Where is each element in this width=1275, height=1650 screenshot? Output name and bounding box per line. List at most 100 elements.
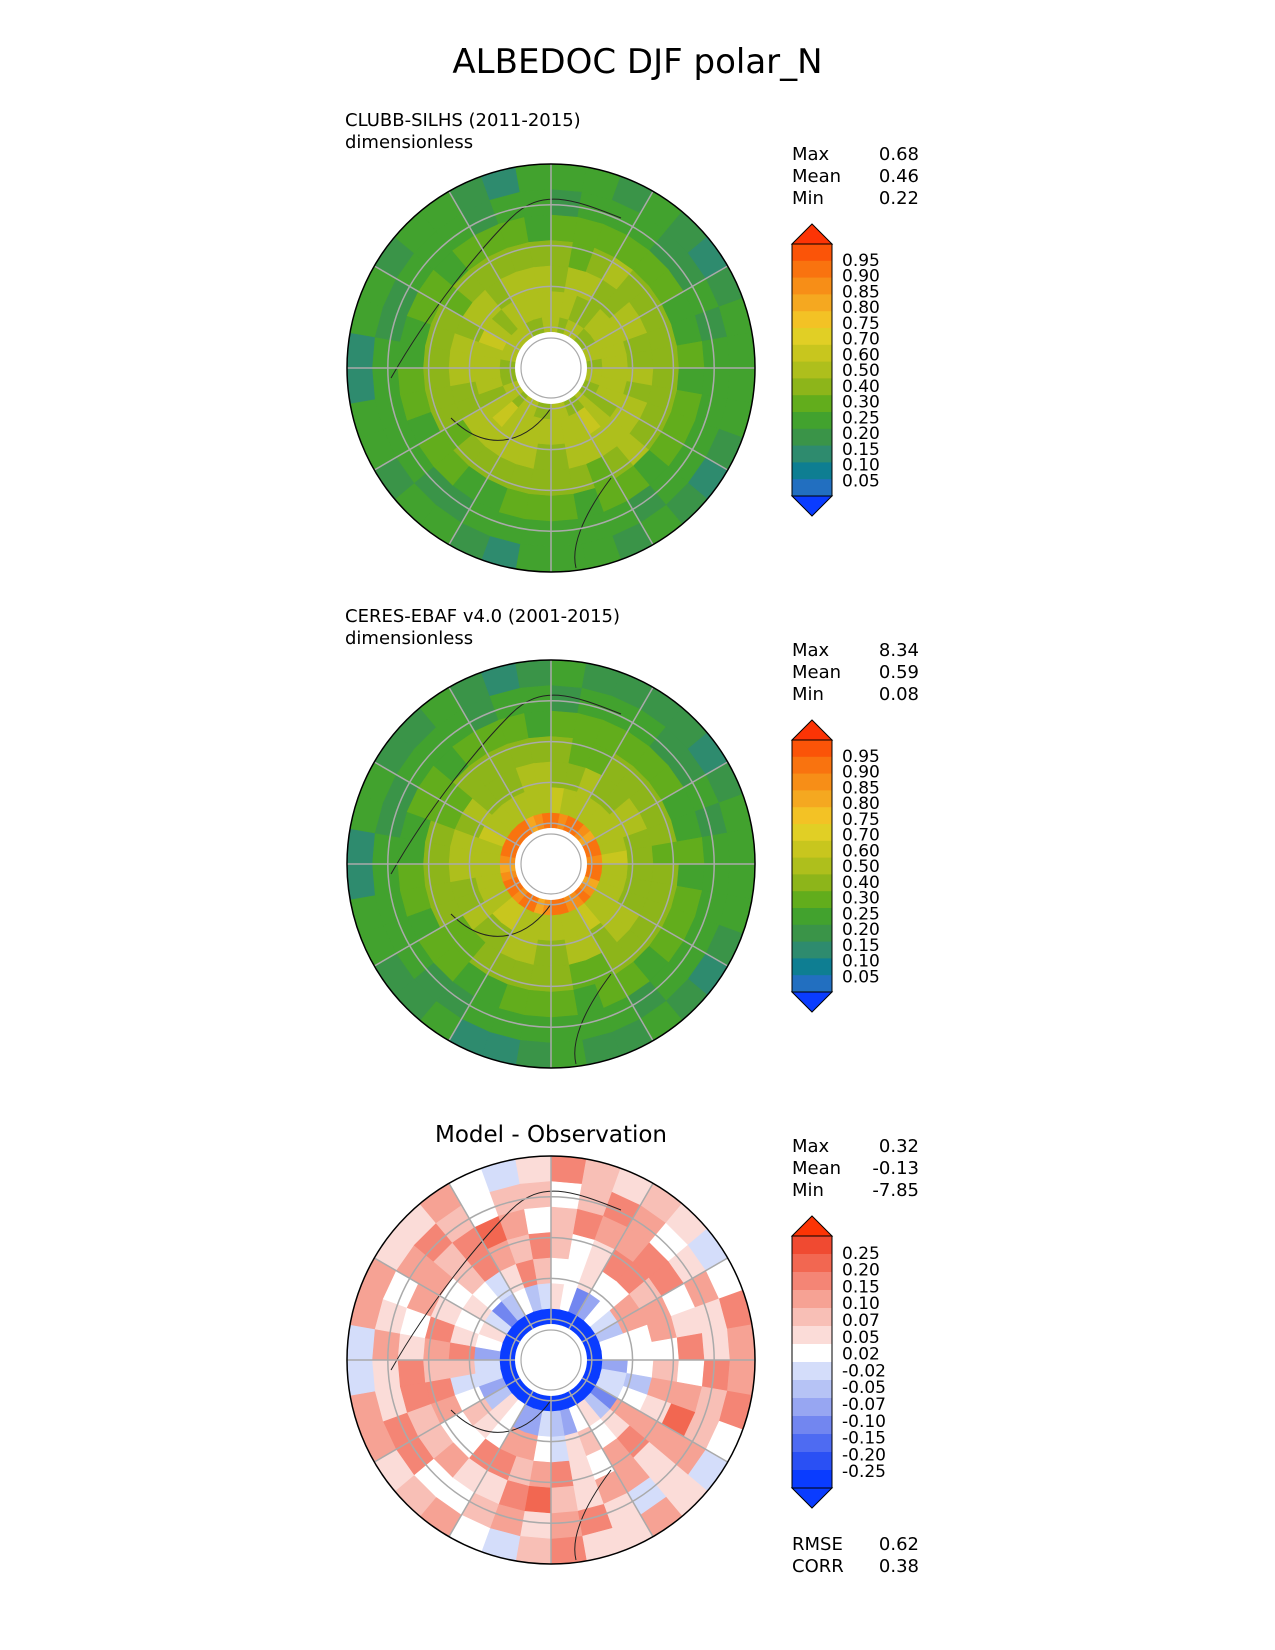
- field-cell: [726, 1324, 755, 1361]
- colorbar-band: [792, 975, 832, 993]
- meridian-line: [373, 761, 521, 847]
- meridian-line: [568, 190, 654, 338]
- meridian-line: [581, 1257, 729, 1343]
- colorbar-tick-label: 0.05: [842, 1328, 880, 1348]
- graticule: [347, 1156, 755, 1564]
- panel-model: CLUBB-SILHS (2011-2015) dimensionless Ma…: [0, 110, 1275, 600]
- colorbar-tick-label: 0.30: [842, 393, 880, 413]
- colorbar-band: [792, 328, 832, 346]
- field-cell: [372, 367, 401, 400]
- field-cell: [515, 1156, 552, 1185]
- colorbar-band: [792, 1344, 832, 1363]
- map-field: [347, 164, 755, 572]
- field-cell: [397, 367, 426, 395]
- stat-mean: Mean 0.46: [792, 166, 919, 187]
- colorbar-band: [792, 891, 832, 909]
- polar-map: [346, 1155, 756, 1565]
- coastlines: [390, 198, 622, 569]
- panel-title-line1: CERES-EBAF v4.0 (2001-2015): [345, 606, 621, 627]
- field-cell: [550, 164, 587, 193]
- field-cell: [519, 685, 552, 714]
- colorbar-band: [792, 1290, 832, 1309]
- colorbar-tick-label: 0.70: [842, 826, 880, 846]
- coastline: [450, 407, 552, 441]
- stat-max: Max 0.32: [792, 1136, 919, 1157]
- colorbar-band: [792, 277, 832, 295]
- field-cell: [701, 336, 730, 369]
- colorbar-tick-label: 0.75: [842, 314, 880, 334]
- graticule: [347, 164, 755, 572]
- colorbar-band: [792, 428, 832, 447]
- field-cell: [515, 543, 552, 572]
- colorbar-band: [792, 378, 832, 396]
- latitude-circle: [520, 833, 582, 895]
- colorbar-frame: [791, 1235, 833, 1489]
- metrics-box: RMSE 0.62 CORR 0.38: [792, 1534, 919, 1578]
- field-cell: [701, 832, 730, 865]
- colorbar-band: [792, 1470, 832, 1489]
- meridian-line: [581, 1377, 729, 1463]
- coastlines: [390, 694, 622, 1065]
- meridian-line: [581, 761, 729, 847]
- coastline: [390, 198, 622, 379]
- field-cell: [515, 660, 552, 689]
- field-cell: [519, 1181, 552, 1210]
- colorbar-band: [792, 412, 832, 430]
- colorbar-extend-high: [790, 223, 834, 245]
- colorbar-extend-high: [790, 1215, 834, 1237]
- field-cell: [550, 989, 578, 1018]
- colorbar-tick-label: 0.05: [842, 967, 880, 987]
- field-cell: [372, 336, 401, 369]
- field-cell: [726, 828, 755, 865]
- stat-max: Max 0.68: [792, 144, 919, 165]
- colorbar-tick-label: 0.25: [842, 408, 880, 428]
- field-cell: [524, 1206, 552, 1235]
- panel-title: CLUBB-SILHS (2011-2015) dimensionless: [345, 110, 581, 154]
- stat-mean: Mean -0.13: [792, 1158, 919, 1179]
- colorbar-tick-label: 0.02: [842, 1345, 880, 1365]
- colorbar-tick-label: 0.15: [842, 1277, 880, 1297]
- colorbar-tick-label: 0.25: [842, 1244, 880, 1264]
- figure-title: ALBEDOC DJF polar_N: [452, 42, 823, 82]
- colorbar-band: [792, 874, 832, 892]
- field-cell: [550, 660, 587, 689]
- colorbar-band: [792, 740, 832, 758]
- field-cell: [676, 1333, 705, 1361]
- meridian-line: [448, 686, 534, 834]
- field-cell: [397, 1359, 426, 1387]
- stat-mean: Mean 0.59: [792, 662, 919, 683]
- colorbar-tick-label: 0.25: [842, 904, 880, 924]
- colorbar-band: [792, 344, 832, 363]
- coastline: [390, 1190, 622, 1371]
- colorbar-tick-label: -0.07: [842, 1395, 886, 1415]
- latitude-circle: [520, 1329, 582, 1391]
- colorbar-band: [792, 479, 832, 497]
- meridian-line: [581, 385, 729, 471]
- meridian-line: [568, 686, 654, 834]
- meridian-line: [568, 1182, 654, 1330]
- colorbar-band: [792, 840, 832, 859]
- colorbar-tick-label: -0.15: [842, 1429, 886, 1449]
- colorbar-tick-label: 0.70: [842, 330, 880, 350]
- colorbar-tick-label: 0.07: [842, 1311, 880, 1331]
- field-cell: [524, 710, 552, 739]
- colorbar-band: [792, 1380, 832, 1399]
- colorbar-tick-label: 0.50: [842, 361, 880, 381]
- coastlines: [390, 1190, 622, 1561]
- colorbar-extend-low: [790, 495, 834, 517]
- colorbar-band: [792, 445, 832, 463]
- field-cell: [550, 1535, 587, 1564]
- field-cell: [550, 1181, 583, 1210]
- colorbar-extend-low: [790, 991, 834, 1013]
- colorbar-band: [792, 311, 832, 329]
- colorbar-band: [792, 462, 832, 480]
- colorbar: 0.950.900.850.800.750.700.600.500.400.30…: [790, 223, 880, 517]
- field-cell: [550, 685, 583, 714]
- map-boundary: [346, 659, 756, 1069]
- colorbar-band: [792, 1434, 832, 1453]
- field-cell: [550, 189, 583, 218]
- meridian-line: [373, 1257, 521, 1343]
- field-cell: [550, 518, 583, 547]
- colorbar-band: [792, 807, 832, 825]
- colorbar-extend-low: [790, 1487, 834, 1509]
